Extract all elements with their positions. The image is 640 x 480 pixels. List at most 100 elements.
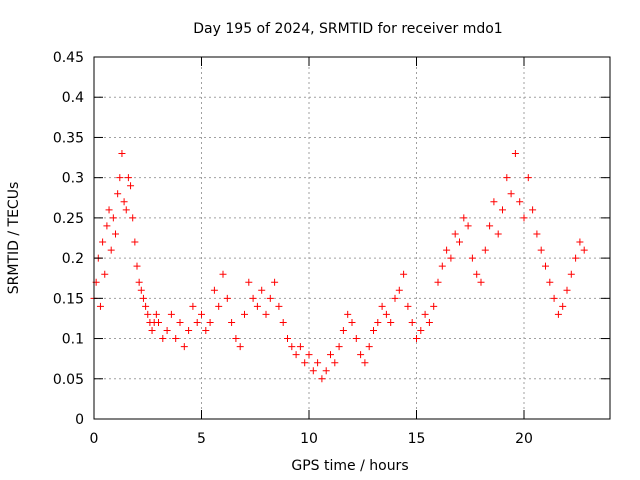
data-point	[443, 246, 451, 254]
data-point	[185, 327, 193, 335]
data-point	[139, 294, 147, 302]
data-point	[335, 343, 343, 351]
data-point	[219, 270, 227, 278]
data-point	[114, 190, 122, 198]
data-point	[438, 262, 446, 270]
data-point	[135, 278, 143, 286]
y-tick-label: 0.2	[62, 251, 84, 267]
axes: 0 0.05 0.1 0.15 0.2 0.25 0.3 0.35 0.4 0.45 0 5 10 15 2…	[53, 50, 610, 447]
data-point	[352, 335, 360, 343]
data-point	[434, 278, 442, 286]
data-point	[137, 286, 145, 294]
x-tick-label: 5	[197, 431, 206, 447]
data-point	[172, 335, 180, 343]
x-axis-label: GPS time / hours	[291, 458, 408, 474]
data-point	[490, 198, 498, 206]
data-point	[357, 351, 365, 359]
y-tick-label: 0	[75, 412, 84, 428]
data-point	[387, 318, 395, 326]
data-point	[520, 214, 528, 222]
data-point	[127, 182, 135, 190]
data-point	[193, 318, 201, 326]
data-point	[236, 343, 244, 351]
data-point	[503, 174, 511, 182]
data-point	[400, 270, 408, 278]
data-point	[131, 238, 139, 246]
data-point	[542, 262, 549, 270]
data-point	[524, 174, 532, 182]
data-point	[305, 351, 313, 359]
data-point	[198, 310, 205, 318]
data-point	[103, 222, 111, 230]
data-point	[507, 190, 515, 198]
data-point	[408, 318, 416, 326]
data-point	[258, 286, 266, 294]
data-point	[249, 294, 257, 302]
data-point	[344, 310, 352, 318]
data-point	[533, 230, 541, 238]
data-point	[464, 222, 472, 230]
data-point	[96, 302, 104, 310]
data-point	[468, 254, 476, 262]
data-point	[176, 318, 184, 326]
data-point	[215, 302, 223, 310]
data-point	[516, 198, 524, 206]
y-tick-label: 0.4	[62, 90, 84, 106]
x-tick-label: 10	[300, 431, 318, 447]
data-point	[180, 343, 188, 351]
data-point	[554, 310, 562, 318]
y-tick-label: 0.05	[53, 372, 84, 388]
data-point	[421, 310, 429, 318]
data-point	[572, 254, 580, 262]
data-point	[391, 294, 399, 302]
data-point	[152, 310, 160, 318]
x-tick-label: 0	[90, 431, 99, 447]
data-point	[559, 302, 567, 310]
data-point	[580, 246, 588, 254]
data-point	[425, 318, 433, 326]
data-point	[413, 335, 420, 343]
data-point	[499, 206, 506, 214]
data-point	[382, 310, 390, 318]
data-point	[107, 246, 115, 254]
y-tick-label: 0.45	[53, 50, 84, 66]
data-point	[417, 327, 425, 335]
data-point	[223, 294, 231, 302]
data-point	[529, 206, 537, 214]
data-point	[322, 367, 330, 375]
data-point	[292, 351, 300, 359]
data-point	[477, 278, 485, 286]
data-point	[284, 335, 291, 343]
data-point	[546, 278, 554, 286]
x-tick-label: 20	[515, 431, 533, 447]
data-point	[494, 230, 502, 238]
data-point	[288, 343, 296, 351]
y-tick-label: 0.1	[62, 332, 84, 348]
data-point	[365, 343, 373, 351]
x-tick-label: 15	[408, 431, 426, 447]
data-point	[118, 150, 126, 158]
data-point	[101, 270, 109, 278]
data-point	[567, 270, 575, 278]
data-point	[481, 246, 489, 254]
data-point	[309, 367, 317, 375]
data-point	[576, 238, 584, 246]
data-point	[228, 318, 236, 326]
data-point	[275, 302, 283, 310]
data-point	[210, 286, 218, 294]
y-axis-label: SRMTID / TECUs	[6, 182, 22, 295]
data-point	[241, 310, 248, 318]
data-point	[116, 174, 124, 182]
data-point	[133, 262, 141, 270]
data-point	[314, 359, 322, 367]
data-point	[206, 318, 214, 326]
data-point	[563, 286, 571, 294]
data-point	[301, 359, 309, 367]
data-point	[473, 270, 481, 278]
data-point	[537, 246, 545, 254]
data-point	[167, 310, 175, 318]
data-point	[202, 327, 210, 335]
data-point	[144, 310, 152, 318]
